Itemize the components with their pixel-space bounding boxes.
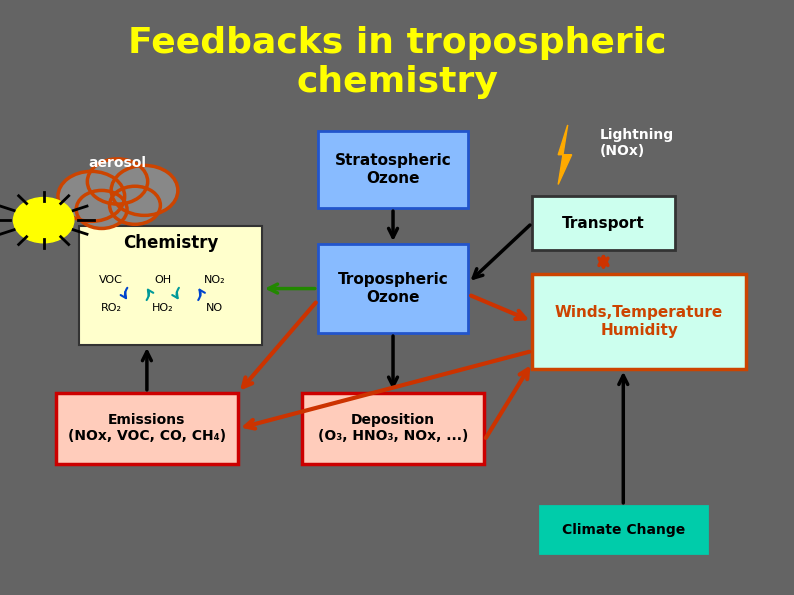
Circle shape [87, 159, 148, 204]
Text: VOC: VOC [99, 275, 123, 284]
Text: Tropospheric
Ozone: Tropospheric Ozone [337, 273, 449, 305]
FancyBboxPatch shape [532, 274, 746, 369]
Text: NO₂: NO₂ [203, 275, 225, 284]
FancyBboxPatch shape [540, 506, 707, 553]
Text: Transport: Transport [562, 215, 645, 231]
Circle shape [58, 171, 125, 221]
Text: Deposition
(O₃, HNO₃, NOx, ...): Deposition (O₃, HNO₃, NOx, ...) [318, 414, 468, 443]
Text: Emissions
(NOx, VOC, CO, CH₄): Emissions (NOx, VOC, CO, CH₄) [67, 414, 226, 443]
FancyBboxPatch shape [302, 393, 484, 464]
Text: RO₂: RO₂ [101, 303, 121, 313]
Circle shape [110, 186, 160, 224]
FancyBboxPatch shape [318, 131, 468, 208]
Circle shape [111, 165, 178, 215]
Text: Lightning
(NOx): Lightning (NOx) [599, 128, 673, 158]
FancyBboxPatch shape [318, 244, 468, 333]
Circle shape [76, 190, 127, 228]
Text: OH: OH [154, 275, 172, 284]
FancyBboxPatch shape [56, 393, 238, 464]
FancyBboxPatch shape [532, 196, 675, 250]
Text: NO: NO [206, 303, 223, 313]
Text: Climate Change: Climate Change [561, 522, 685, 537]
Text: Chemistry: Chemistry [123, 234, 218, 252]
Circle shape [13, 198, 74, 243]
Text: HO₂: HO₂ [152, 303, 174, 313]
Polygon shape [558, 125, 572, 184]
Text: Winds,Temperature
Humidity: Winds,Temperature Humidity [555, 305, 723, 337]
Text: aerosol: aerosol [88, 155, 147, 170]
Text: Feedbacks in tropospheric
chemistry: Feedbacks in tropospheric chemistry [128, 26, 666, 99]
Text: Stratospheric
Ozone: Stratospheric Ozone [334, 154, 452, 186]
FancyBboxPatch shape [79, 226, 262, 345]
